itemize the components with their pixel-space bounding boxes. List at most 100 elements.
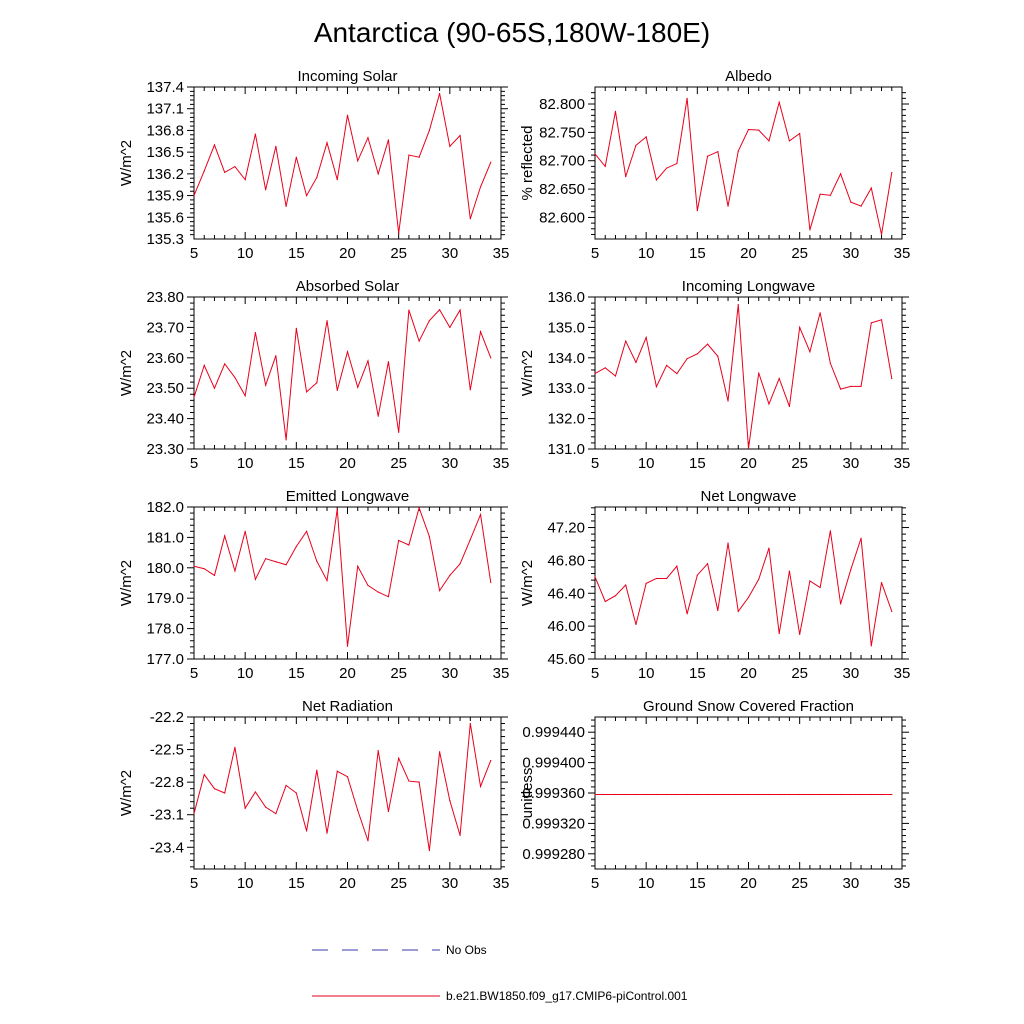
- data-point: [614, 793, 617, 796]
- data-point: [479, 186, 482, 188]
- y-axis-label: W/m^2: [519, 350, 536, 396]
- data-point: [357, 809, 359, 811]
- data-point: [819, 193, 821, 195]
- data-point: [479, 331, 482, 333]
- data-point: [367, 360, 369, 362]
- data-point: [686, 358, 688, 360]
- data-point: [829, 194, 831, 196]
- x-tick-label: 30: [842, 455, 859, 472]
- x-tick-label: 10: [638, 875, 655, 892]
- data-point: [614, 595, 617, 597]
- y-tick-label: 180.0: [146, 560, 184, 577]
- data-point: [717, 151, 719, 153]
- data-point: [428, 849, 430, 852]
- data-point: [285, 784, 287, 787]
- legend-label-no-obs: No Obs: [446, 943, 487, 957]
- y-tick-label: 179.0: [146, 590, 184, 607]
- y-tick-label: 137.4: [146, 79, 184, 96]
- data-point: [254, 791, 256, 793]
- panel-incoming-longwave: Incoming Longwave W/m^2 5 10 15 20 25 30 35 131.0…: [519, 278, 910, 472]
- data-point: [316, 769, 318, 771]
- x-tick-label: 15: [288, 455, 305, 472]
- panel-title: Incoming Solar: [297, 68, 397, 85]
- x-tick-label: 20: [339, 665, 356, 682]
- data-point: [747, 128, 750, 131]
- data-point: [645, 136, 647, 138]
- data-point: [840, 173, 842, 175]
- data-point: [809, 229, 811, 231]
- data-point: [850, 793, 852, 796]
- data-point: [203, 568, 205, 570]
- data-point: [275, 561, 277, 563]
- data-point: [706, 793, 709, 796]
- data-point: [305, 391, 308, 393]
- data-point: [295, 545, 297, 548]
- y-tick-label: 46.00: [547, 618, 585, 635]
- data-point: [265, 189, 267, 191]
- data-point: [387, 810, 390, 813]
- data-point: [265, 558, 267, 560]
- x-tick-label: 15: [689, 875, 706, 892]
- data-point: [193, 813, 195, 815]
- y-tick-label: -23.4: [150, 839, 184, 856]
- y-tick-label: 178.0: [146, 621, 184, 638]
- data-point: [428, 535, 430, 538]
- y-tick-label: 133.0: [547, 380, 585, 397]
- data-point: [696, 793, 698, 796]
- data-point: [408, 780, 410, 782]
- data-point: [346, 776, 349, 778]
- data-point: [213, 144, 216, 146]
- data-point: [305, 194, 308, 197]
- data-point: [686, 97, 688, 99]
- data-point: [758, 793, 760, 796]
- data-point: [377, 415, 379, 417]
- series-line: [594, 98, 893, 235]
- data-point: [799, 132, 801, 135]
- series-line: [193, 723, 492, 851]
- y-tick-label: 23.70: [146, 319, 184, 336]
- data-point: [449, 145, 451, 147]
- data-point: [346, 645, 349, 647]
- data-point: [747, 447, 750, 449]
- data-point: [870, 793, 872, 796]
- data-point: [635, 623, 637, 626]
- data-point: [254, 133, 256, 135]
- data-point: [809, 351, 811, 353]
- plot-frame: [594, 506, 903, 660]
- x-tick-label: 35: [894, 875, 911, 892]
- y-tick-label: 23.80: [146, 289, 184, 306]
- data-point: [398, 431, 400, 433]
- data-point: [234, 570, 236, 572]
- y-tick-label: 47.20: [547, 520, 585, 537]
- data-point: [768, 140, 770, 142]
- y-axis-label: W/m^2: [118, 350, 135, 396]
- panel-title: Absorbed Solar: [296, 278, 399, 295]
- panels: Incoming Solar W/m^2 5 10 15 20 25 30 35 135.3 135…: [118, 68, 910, 892]
- plot-frame: [193, 296, 502, 450]
- x-tick-label: 10: [237, 665, 254, 682]
- data-point: [768, 403, 770, 405]
- y-tick-label: -22.8: [150, 774, 184, 791]
- data-point: [604, 793, 606, 796]
- plot-frame: [193, 506, 502, 660]
- data-point: [747, 596, 750, 598]
- x-tick-label: 20: [339, 245, 356, 262]
- data-point: [428, 320, 430, 322]
- data-point: [829, 793, 831, 796]
- data-point: [604, 600, 606, 603]
- x-tick-label: 5: [190, 245, 198, 262]
- data-point: [891, 172, 893, 174]
- data-point: [459, 563, 461, 565]
- y-tick-label: 46.40: [547, 585, 585, 602]
- data-point: [224, 535, 226, 537]
- x-tick-label: 10: [638, 455, 655, 472]
- data-point: [275, 355, 277, 357]
- x-tick-label: 5: [591, 455, 599, 472]
- data-point: [285, 205, 287, 208]
- data-point: [490, 759, 492, 762]
- data-point: [778, 793, 780, 796]
- data-point: [224, 171, 226, 174]
- data-point: [829, 362, 831, 364]
- x-tick-label: 5: [591, 665, 599, 682]
